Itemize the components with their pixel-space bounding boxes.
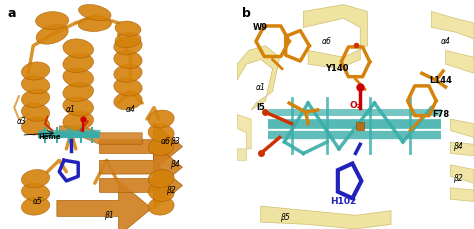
Polygon shape <box>303 5 367 69</box>
Ellipse shape <box>63 112 93 131</box>
Ellipse shape <box>63 68 93 87</box>
Polygon shape <box>431 11 474 73</box>
Ellipse shape <box>114 50 142 69</box>
Ellipse shape <box>148 170 174 188</box>
Ellipse shape <box>114 78 142 96</box>
Polygon shape <box>57 181 152 229</box>
Ellipse shape <box>114 64 142 82</box>
Polygon shape <box>100 123 182 171</box>
Ellipse shape <box>21 89 50 108</box>
Ellipse shape <box>21 103 50 121</box>
Ellipse shape <box>78 16 111 32</box>
Ellipse shape <box>79 5 111 21</box>
Polygon shape <box>59 126 142 144</box>
Text: α1: α1 <box>66 105 76 114</box>
Text: β4: β4 <box>453 142 462 151</box>
Text: a: a <box>7 7 16 20</box>
Ellipse shape <box>114 92 142 110</box>
Text: α1: α1 <box>256 82 265 92</box>
Ellipse shape <box>114 37 142 55</box>
Text: β5: β5 <box>280 213 289 222</box>
Text: α4: α4 <box>126 105 135 114</box>
Text: b: b <box>242 7 251 20</box>
Ellipse shape <box>148 138 174 155</box>
Ellipse shape <box>148 197 174 215</box>
Ellipse shape <box>63 82 93 101</box>
Text: β3: β3 <box>171 137 180 147</box>
Ellipse shape <box>36 25 68 44</box>
Ellipse shape <box>63 53 93 73</box>
Polygon shape <box>237 114 251 160</box>
Text: L144: L144 <box>429 76 452 85</box>
Ellipse shape <box>21 76 50 94</box>
Ellipse shape <box>63 97 93 116</box>
Text: β1: β1 <box>104 211 114 220</box>
Text: β2: β2 <box>166 185 175 195</box>
Ellipse shape <box>115 21 141 36</box>
Ellipse shape <box>36 12 69 30</box>
Ellipse shape <box>21 183 50 202</box>
Polygon shape <box>100 161 182 210</box>
Text: α6: α6 <box>322 37 332 46</box>
Ellipse shape <box>21 62 50 80</box>
Ellipse shape <box>21 117 50 135</box>
Polygon shape <box>450 165 474 202</box>
Ellipse shape <box>148 183 174 201</box>
Ellipse shape <box>148 124 174 142</box>
Text: β4: β4 <box>171 160 180 169</box>
Ellipse shape <box>148 110 174 128</box>
Ellipse shape <box>21 197 50 215</box>
Polygon shape <box>450 119 474 156</box>
Text: α3: α3 <box>17 117 26 126</box>
Text: α5: α5 <box>33 197 43 206</box>
Text: Y140: Y140 <box>325 64 348 73</box>
Text: W9: W9 <box>253 23 268 32</box>
Polygon shape <box>100 143 182 191</box>
Text: β2: β2 <box>453 174 462 183</box>
Text: H102: H102 <box>330 197 357 206</box>
Text: Heme: Heme <box>38 134 61 140</box>
Ellipse shape <box>115 33 141 48</box>
Text: O₂: O₂ <box>350 101 361 110</box>
Polygon shape <box>261 206 391 229</box>
Text: α6: α6 <box>161 137 171 147</box>
Text: I5: I5 <box>256 103 265 112</box>
Polygon shape <box>237 46 280 110</box>
Text: F78: F78 <box>432 110 449 119</box>
Ellipse shape <box>63 39 93 58</box>
Text: α4: α4 <box>441 37 450 46</box>
Ellipse shape <box>21 169 50 188</box>
